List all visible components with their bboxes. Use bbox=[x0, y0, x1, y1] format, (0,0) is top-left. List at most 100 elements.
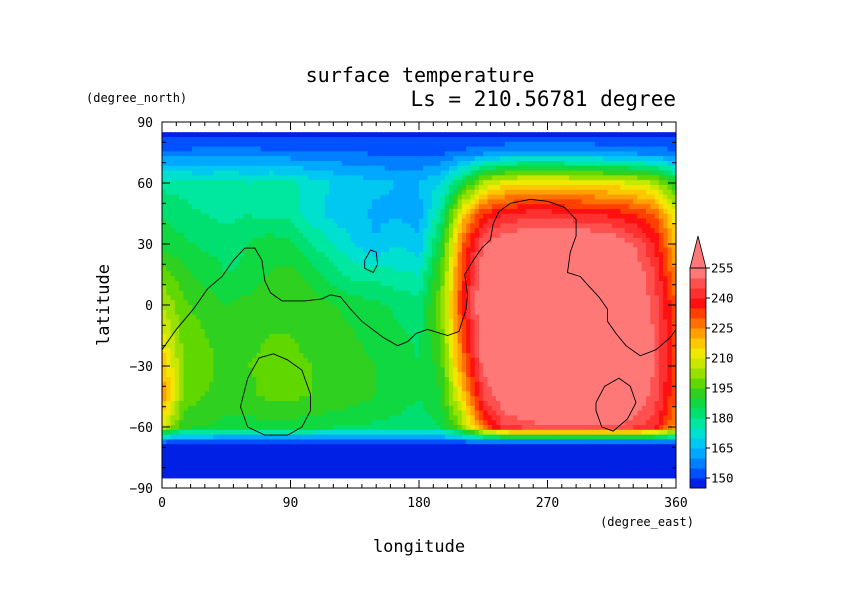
field-cell bbox=[371, 237, 377, 244]
field-cell bbox=[162, 175, 167, 181]
field-cell bbox=[324, 160, 330, 167]
field-cell bbox=[616, 175, 621, 181]
field-cell bbox=[431, 180, 437, 186]
field-cell bbox=[290, 329, 296, 335]
field-cell bbox=[183, 252, 189, 258]
field-cell bbox=[166, 247, 172, 253]
field-cell bbox=[530, 319, 536, 325]
field-cell bbox=[187, 189, 193, 196]
field-cell bbox=[470, 175, 476, 181]
field-cell bbox=[667, 170, 673, 176]
field-cell bbox=[162, 156, 167, 162]
field-cell bbox=[423, 223, 429, 229]
field-cell bbox=[663, 208, 669, 215]
field-cell bbox=[607, 252, 613, 258]
field-cell bbox=[230, 223, 236, 229]
field-cell bbox=[646, 247, 651, 253]
field-cell bbox=[389, 228, 394, 234]
field-cell bbox=[277, 223, 283, 229]
field-cell bbox=[427, 271, 433, 277]
field-cell bbox=[264, 309, 270, 316]
field-cell bbox=[508, 261, 514, 268]
field-cell bbox=[303, 132, 309, 138]
field-cell bbox=[551, 247, 557, 253]
field-cell bbox=[311, 252, 317, 258]
field-cell bbox=[620, 319, 626, 325]
field-cell bbox=[380, 252, 386, 258]
field-cell bbox=[384, 309, 390, 316]
field-cell bbox=[213, 290, 219, 296]
field-cell bbox=[204, 184, 210, 191]
field-cell bbox=[389, 136, 394, 143]
field-cell bbox=[247, 151, 253, 157]
field-cell bbox=[538, 151, 544, 157]
field-cell bbox=[538, 319, 544, 325]
field-cell bbox=[389, 329, 394, 335]
field-cell bbox=[461, 175, 467, 181]
field-cell bbox=[564, 132, 570, 138]
field-cell bbox=[478, 204, 484, 210]
field-cell bbox=[508, 309, 514, 316]
field-cell bbox=[573, 266, 579, 272]
field-cell bbox=[504, 237, 510, 244]
field-cell bbox=[500, 271, 506, 277]
field-cell bbox=[226, 329, 232, 335]
field-cell bbox=[217, 175, 223, 181]
field-cell bbox=[577, 261, 583, 268]
field-cell bbox=[217, 319, 223, 325]
field-cell bbox=[290, 295, 296, 301]
field-cell bbox=[577, 204, 583, 210]
field-cell bbox=[299, 228, 304, 234]
field-cell bbox=[637, 309, 643, 316]
field-cell bbox=[637, 175, 643, 181]
field-cell bbox=[324, 295, 330, 301]
field-cell bbox=[620, 194, 626, 200]
field-cell bbox=[414, 266, 420, 272]
field-cell bbox=[350, 256, 356, 263]
field-cell bbox=[517, 300, 523, 306]
field-cell bbox=[273, 184, 279, 191]
field-cell bbox=[470, 228, 476, 234]
field-cell bbox=[534, 261, 540, 268]
field-cell bbox=[290, 175, 296, 181]
field-cell bbox=[581, 242, 587, 248]
field-cell bbox=[303, 194, 309, 200]
field-cell bbox=[294, 228, 300, 234]
field-cell bbox=[483, 281, 489, 287]
field-cell bbox=[320, 189, 326, 196]
field-cell bbox=[226, 213, 232, 220]
field-cell bbox=[543, 237, 549, 244]
field-cell bbox=[311, 329, 317, 335]
field-cell bbox=[598, 290, 604, 296]
field-cell bbox=[526, 170, 531, 176]
field-cell bbox=[286, 189, 292, 196]
field-cell bbox=[294, 242, 300, 248]
field-cell bbox=[586, 151, 591, 157]
field-cell bbox=[491, 252, 497, 258]
field-cell bbox=[333, 237, 339, 244]
field-cell bbox=[513, 228, 519, 234]
field-cell bbox=[393, 290, 399, 296]
field-cell bbox=[307, 146, 313, 152]
field-cell bbox=[273, 256, 279, 263]
field-cell bbox=[324, 242, 330, 248]
field-cell bbox=[470, 247, 476, 253]
field-cell bbox=[457, 132, 463, 138]
field-cell bbox=[389, 319, 394, 325]
field-cell bbox=[346, 213, 352, 220]
field-cell bbox=[654, 309, 660, 316]
field-cell bbox=[260, 237, 266, 244]
field-cell bbox=[204, 204, 210, 210]
field-cell bbox=[346, 218, 352, 224]
field-cell bbox=[568, 208, 574, 215]
field-cell bbox=[311, 194, 317, 200]
field-cell bbox=[239, 300, 244, 306]
field-cell bbox=[658, 208, 664, 215]
field-cell bbox=[504, 309, 510, 316]
field-cell bbox=[461, 276, 467, 282]
field-cell bbox=[461, 194, 467, 200]
field-cell bbox=[650, 266, 656, 272]
field-cell bbox=[376, 295, 382, 301]
field-cell bbox=[307, 285, 313, 292]
field-cell bbox=[598, 285, 604, 292]
